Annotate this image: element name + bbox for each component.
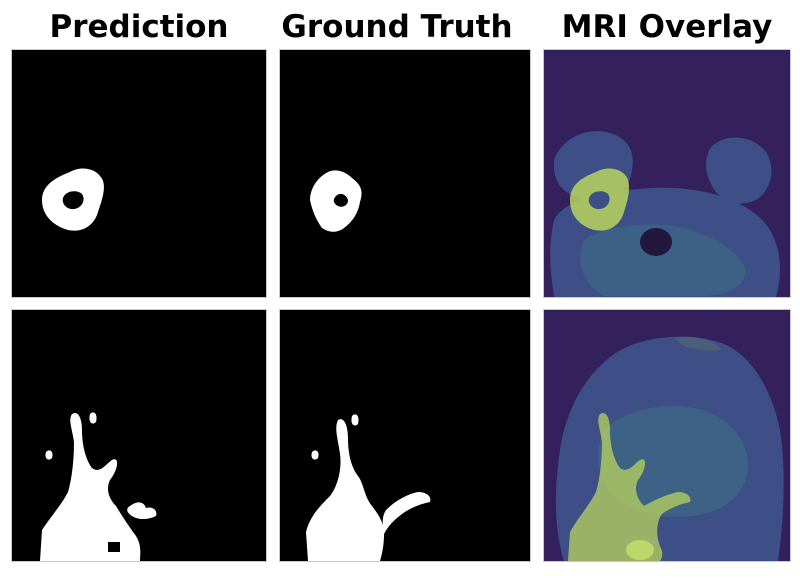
overlay-lesion-bright-spot — [626, 540, 654, 560]
ground-truth-lesion-shape — [310, 170, 362, 232]
column-title-ground-truth: Ground Truth — [281, 9, 513, 45]
overlay-lesion-highlight — [570, 168, 630, 231]
ground-truth-mask-row1 — [279, 49, 531, 298]
prediction-lesion-fragment — [45, 450, 53, 460]
mri-tissue-edge — [674, 336, 722, 351]
prediction-lesion-fragment — [89, 412, 97, 424]
overlay-lesion-highlight — [568, 412, 691, 561]
prediction-lesion-shape — [42, 168, 104, 231]
prediction-lesion-shape — [40, 412, 141, 561]
ground-truth-lesion-fragment — [382, 492, 431, 534]
mri-tissue-texture — [580, 224, 746, 296]
mri-overlay-row1 — [543, 49, 791, 298]
ground-truth-lesion-shape — [306, 419, 384, 561]
mri-tissue-right — [706, 137, 772, 204]
prediction-mask-row1 — [11, 49, 267, 298]
prediction-hole — [108, 542, 120, 552]
prediction-lesion-fragment — [127, 502, 157, 519]
ground-truth-mask-row2 — [279, 309, 531, 562]
prediction-mask-row2 — [11, 309, 267, 562]
column-title-mri-overlay: MRI Overlay — [561, 9, 773, 45]
column-title-prediction: Prediction — [49, 9, 229, 45]
ground-truth-lesion-fragment — [311, 450, 319, 460]
mri-dark-spot — [640, 228, 672, 256]
ground-truth-lesion-fragment — [351, 414, 359, 426]
mri-overlay-row2 — [543, 309, 791, 562]
